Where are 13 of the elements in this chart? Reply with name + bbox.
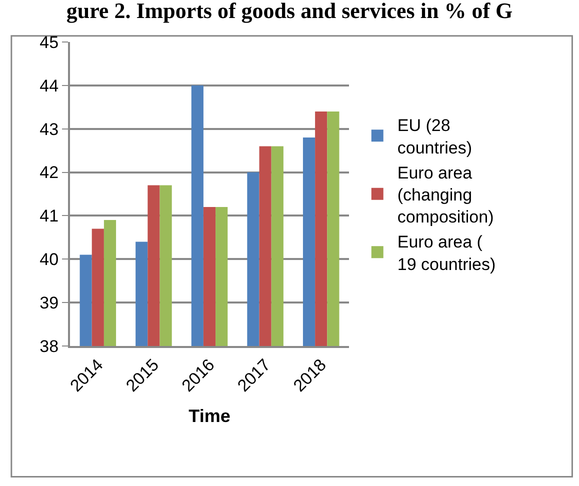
y-tick-label: 38 (40, 336, 59, 356)
chart-title: gure 2. Imports of goods and services in % of G (66, 0, 513, 23)
y-tick-label: 42 (40, 163, 59, 182)
y-tick-label: 40 (40, 250, 59, 270)
y-tick-label: 44 (40, 76, 59, 96)
y-tick-label: 43 (40, 120, 59, 139)
legend-label: Euro area ( 19 countries) (397, 232, 496, 274)
legend-label: EU (28 countries) (397, 116, 472, 158)
y-tick-label: 39 (40, 294, 59, 313)
legend-label: Euro area (changing composition) (397, 163, 494, 227)
x-axis-title: Time (188, 406, 230, 426)
y-tick-label: 45 (40, 32, 59, 52)
y-tick-label: 41 (40, 206, 59, 226)
